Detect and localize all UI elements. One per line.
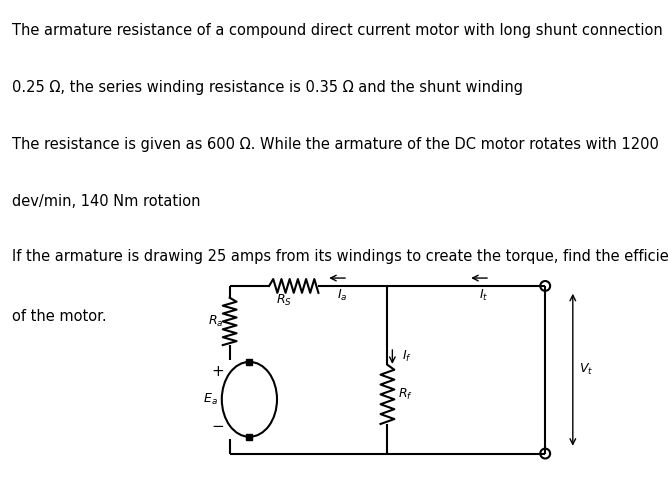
Text: The resistance is given as 600 Ω. While the armature of the DC motor rotates wit: The resistance is given as 600 Ω. While … <box>12 137 659 152</box>
Text: V$_t$: V$_t$ <box>579 362 594 377</box>
Text: +: + <box>212 364 224 379</box>
Text: I$_t$: I$_t$ <box>480 288 489 303</box>
Text: The armature resistance of a compound direct current motor with long shunt conne: The armature resistance of a compound di… <box>12 23 668 38</box>
Text: 0.25 Ω, the series winding resistance is 0.35 Ω and the shunt winding: 0.25 Ω, the series winding resistance is… <box>12 80 523 95</box>
Text: R$_f$: R$_f$ <box>397 387 413 402</box>
Text: R$_S$: R$_S$ <box>276 293 292 308</box>
Text: I$_f$: I$_f$ <box>402 350 412 364</box>
Text: If the armature is drawing 25 amps from its windings to create the torque, find : If the armature is drawing 25 amps from … <box>12 249 668 264</box>
Text: R$_a$: R$_a$ <box>208 314 224 329</box>
Text: I$_a$: I$_a$ <box>337 288 347 303</box>
Text: −: − <box>212 420 224 434</box>
Text: E$_a$: E$_a$ <box>202 392 217 407</box>
Text: of the motor.: of the motor. <box>12 309 107 324</box>
Text: dev/min, 140 Nm rotation: dev/min, 140 Nm rotation <box>12 194 200 210</box>
